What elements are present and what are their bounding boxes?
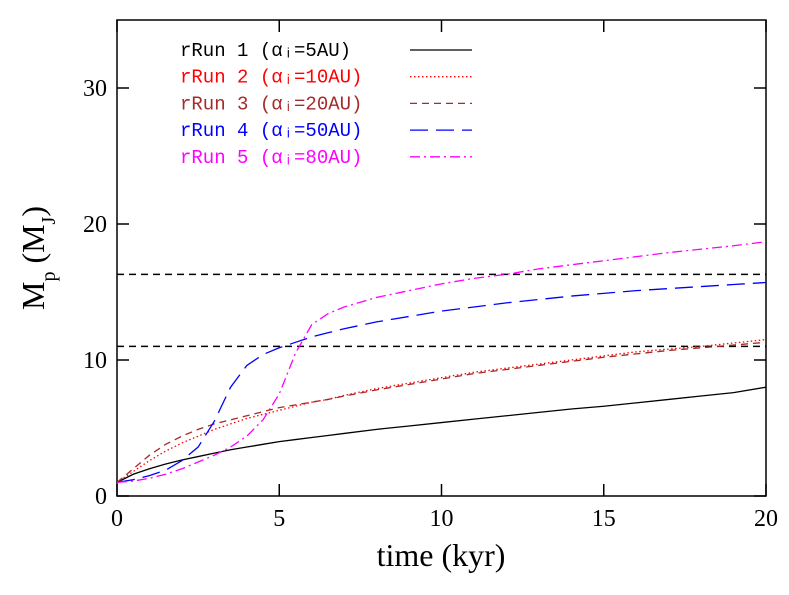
- legend-label: rRun 4 (αᵢ=50AU): [180, 120, 362, 142]
- y-tick-label: 0: [95, 484, 107, 510]
- x-tick-label: 15: [592, 506, 616, 532]
- y-axis-label-part: p: [38, 272, 60, 282]
- y-axis-label-part: (M: [15, 224, 51, 271]
- legend-label: rRun 2 (αᵢ=10AU): [180, 67, 362, 89]
- series-line: [117, 281, 766, 484]
- series-line: [117, 338, 766, 483]
- y-tick-label: 20: [83, 212, 107, 238]
- series-line: [117, 341, 766, 483]
- y-axis-label-part: ): [15, 206, 51, 217]
- x-axis-label: time (kyr): [377, 537, 506, 573]
- legend-label: rRun 5 (αᵢ=80AU): [180, 147, 362, 169]
- x-tick-label: 20: [754, 506, 778, 532]
- y-axis-label-part: J: [38, 216, 60, 224]
- plot-lines: [117, 241, 766, 484]
- x-tick-label: 10: [430, 506, 454, 532]
- series-line: [117, 241, 766, 484]
- y-tick-label: 10: [83, 348, 107, 374]
- y-axis-label-part: M: [15, 282, 51, 310]
- x-tick-label: 0: [111, 506, 123, 532]
- series-line: [117, 386, 766, 483]
- y-axis-label: Mp (MJ): [15, 206, 60, 310]
- legend-label: rRun 3 (αᵢ=20AU): [180, 93, 362, 115]
- legend-label: rRun 1 (αᵢ=5AU): [180, 40, 351, 62]
- y-tick-label: 30: [83, 76, 107, 102]
- x-tick-label: 5: [273, 506, 285, 532]
